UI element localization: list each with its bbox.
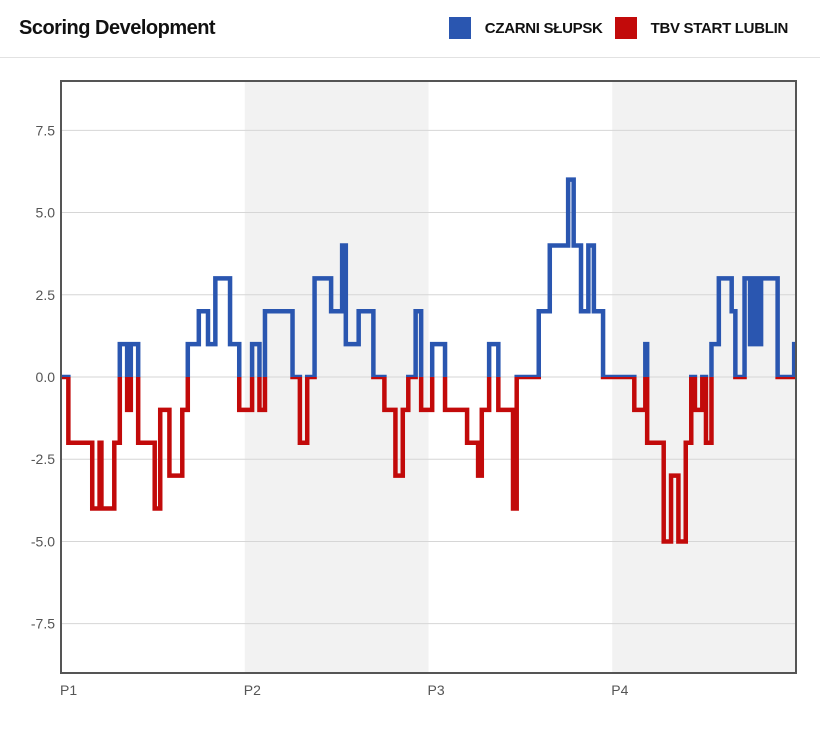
legend-label-czarni: CZARNI SŁUPSK	[484, 19, 603, 37]
legend-label-lublin: TBV START LUBLIN	[650, 19, 789, 37]
x-tick-label-p4: P4	[611, 682, 628, 698]
x-tick-label-p2: P2	[244, 682, 261, 698]
y-tick-label: -7.5	[31, 616, 55, 632]
plot-frame	[60, 80, 797, 674]
y-tick-label: -2.5	[31, 451, 55, 467]
legend-swatch-czarni	[448, 17, 471, 39]
y-tick-label: 2.5	[36, 287, 56, 303]
x-tick-label-p1: P1	[60, 682, 77, 698]
y-tick-label: 0.0	[36, 369, 56, 385]
y-tick-label: 5.0	[36, 205, 56, 221]
legend-item-lublin[interactable]: TBV START LUBLIN	[614, 17, 789, 39]
x-tick-label-p3: P3	[428, 682, 445, 698]
y-tick-label: -5.0	[31, 533, 55, 549]
legend-swatch-lublin	[614, 17, 637, 39]
margin-line-negative	[61, 377, 796, 544]
y-tick-label: 7.5	[36, 122, 56, 138]
legend: CZARNI SŁUPSK TBV START LUBLIN	[437, 17, 788, 39]
legend-item-czarni[interactable]: CZARNI SŁUPSK	[448, 17, 603, 39]
chart-title: Scoring Development	[19, 17, 216, 39]
chart-header: Scoring Development CZARNI SŁUPSK TBV ST…	[0, 0, 820, 58]
